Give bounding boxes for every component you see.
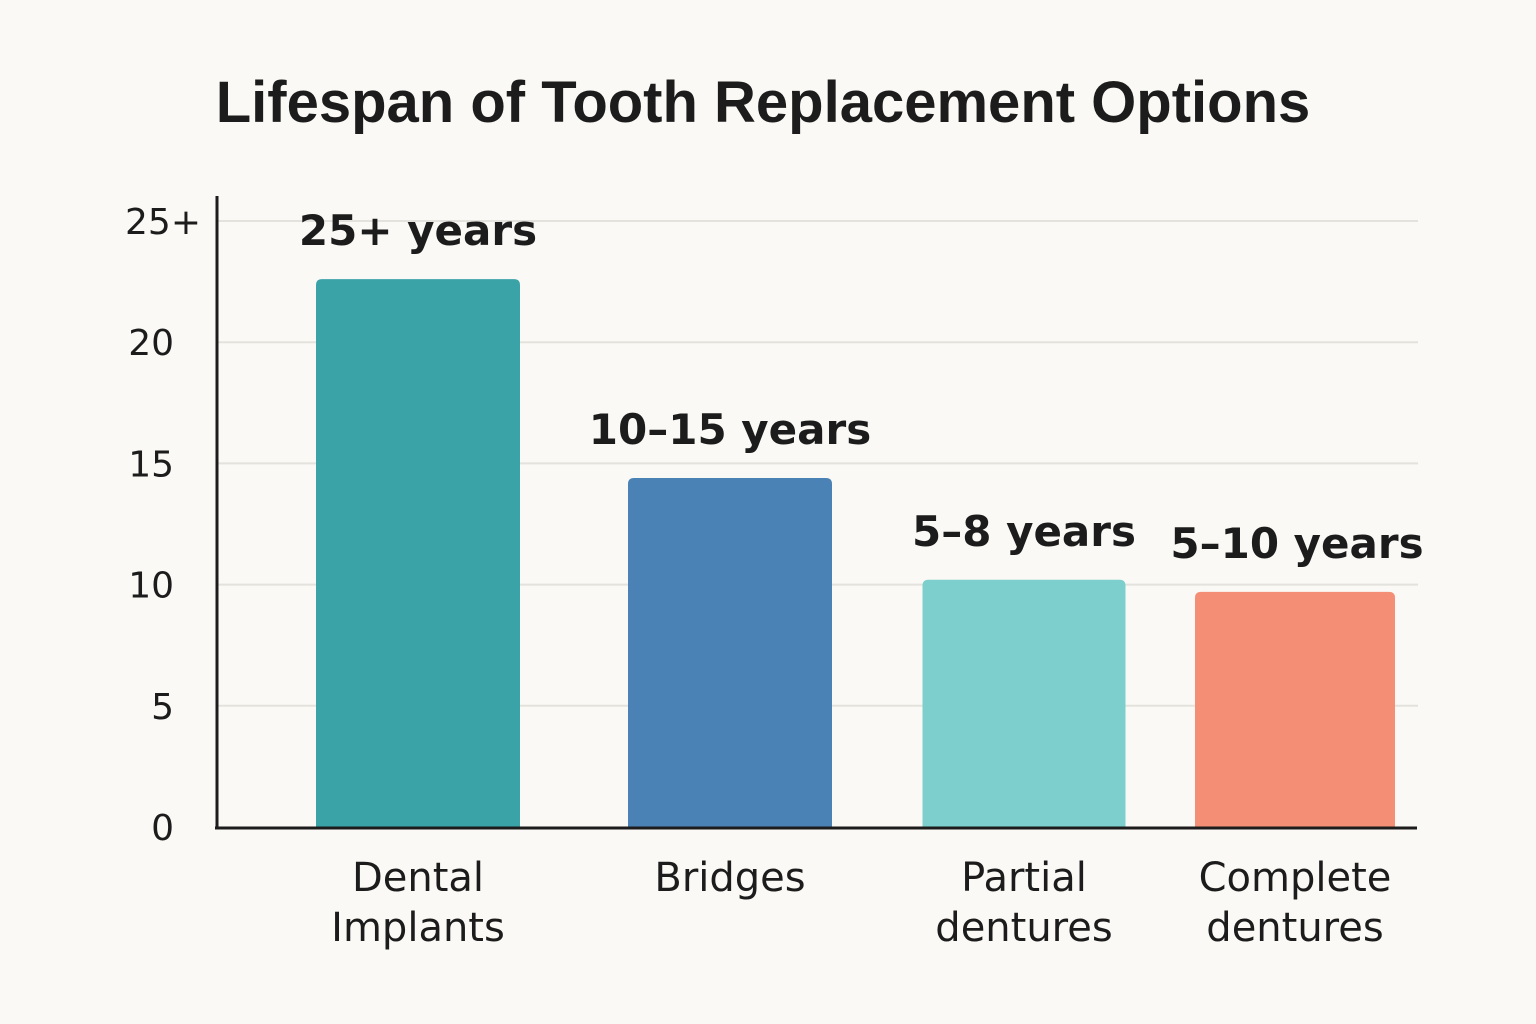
x-tick-label: Partial dentures — [935, 855, 1112, 951]
y-tick-label: 0 — [151, 808, 174, 849]
data-label: 5–10 years — [1170, 519, 1423, 568]
x-tick-label-line: Complete — [1199, 855, 1392, 901]
bar — [1195, 591, 1395, 827]
bar — [922, 579, 1126, 827]
chart-title: Lifespan of Tooth Replacement Options — [216, 70, 1311, 135]
y-tick-label: 15 — [128, 444, 174, 485]
y-axis-ticks: 0 5 10 15 20 25+ — [125, 202, 201, 849]
y-tick-label: 25+ — [125, 202, 201, 243]
x-tick-label-line: dentures — [935, 905, 1112, 951]
data-label: 5–8 years — [912, 507, 1136, 556]
bar — [628, 477, 832, 827]
y-tick-label: 5 — [151, 687, 174, 728]
x-tick-label: Dental Implants — [331, 855, 505, 951]
x-tick-label-line: Implants — [331, 905, 505, 951]
x-tick-label-line: Dental — [352, 855, 484, 901]
data-label: 10–15 years — [589, 405, 871, 454]
x-tick-label: Complete dentures — [1199, 855, 1392, 951]
x-tick-label-line: Bridges — [654, 855, 805, 901]
x-tick-label: Bridges — [654, 855, 805, 901]
x-tick-label-line: dentures — [1206, 905, 1383, 951]
bars — [316, 279, 1395, 827]
y-tick-label: 10 — [128, 566, 174, 607]
x-tick-label-line: Partial — [961, 855, 1087, 901]
y-tick-label: 20 — [128, 323, 174, 364]
data-label: 25+ years — [299, 206, 537, 255]
bar — [316, 279, 520, 827]
data-labels: 25+ years 10–15 years 5–8 years 5–10 years — [299, 206, 1424, 568]
